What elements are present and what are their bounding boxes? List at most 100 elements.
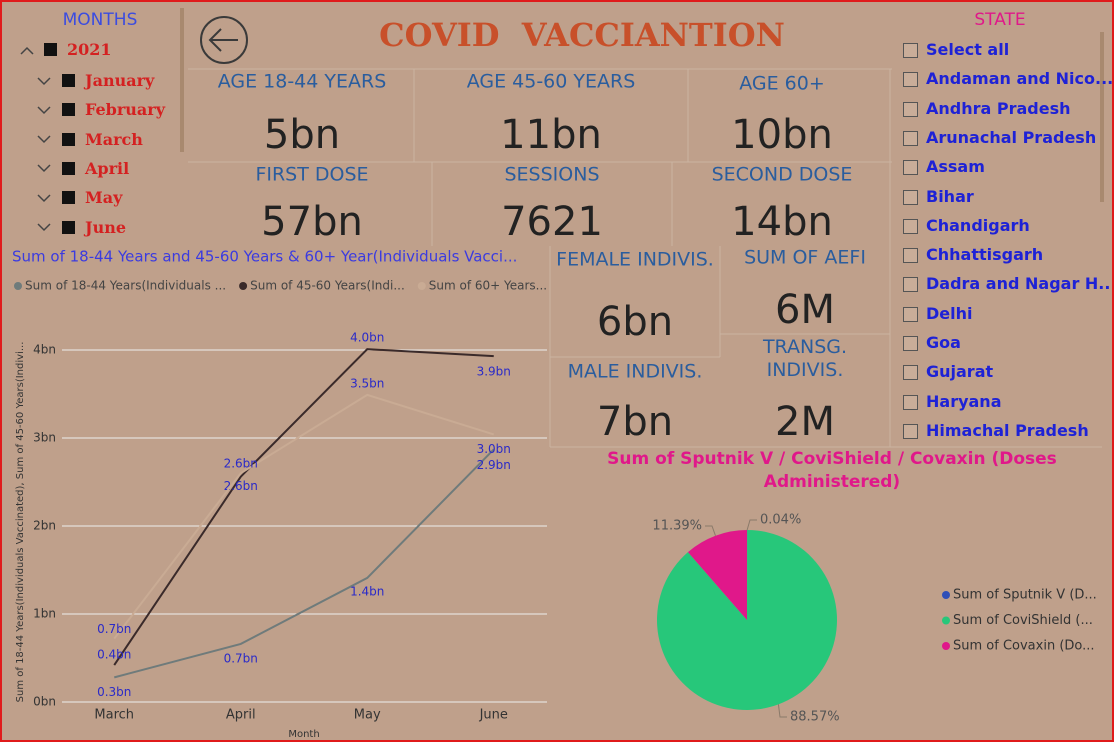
series-line — [113, 348, 494, 666]
month-item[interactable]: March — [85, 129, 143, 149]
card-value: 2M — [775, 399, 835, 445]
x-tick-label: April — [226, 708, 256, 723]
leader-line — [777, 704, 787, 718]
legend-marker — [417, 282, 426, 290]
legend-marker — [942, 616, 950, 625]
state-item[interactable]: Assam — [926, 157, 985, 177]
series-line — [113, 393, 495, 640]
value-label: 2.6bn — [224, 479, 258, 493]
card-value: 10bn — [731, 112, 833, 158]
y-tick-label: 2bn — [33, 519, 56, 533]
value-label: 0.7bn — [224, 651, 258, 665]
checkbox[interactable] — [903, 306, 918, 322]
value-label: 2.6bn — [224, 457, 258, 471]
checkbox[interactable] — [903, 43, 918, 58]
box — [62, 103, 75, 117]
checkbox[interactable] — [903, 394, 918, 410]
card-label: MALE INDIVIS. — [567, 360, 703, 383]
x-tick-label: May — [354, 708, 381, 723]
checkbox[interactable] — [903, 130, 918, 146]
slicer-title: STATE — [974, 10, 1026, 30]
month-item[interactable]: May — [85, 188, 123, 208]
state-item[interactable]: Chandigarh — [926, 215, 1030, 235]
value-label: 0.04% — [760, 513, 801, 528]
value-label: 2.9bn — [477, 458, 511, 472]
value-label: 0.3bn — [97, 685, 131, 699]
card-label: FIRST DOSE — [255, 163, 369, 186]
checkbox[interactable] — [903, 336, 918, 351]
card-value: 11bn — [500, 112, 602, 158]
state-item[interactable]: Haryana — [926, 391, 1002, 411]
x-axis-title: Month — [288, 729, 319, 740]
checkbox[interactable] — [903, 218, 918, 234]
card-label: FEMALE INDIVIS. — [556, 248, 714, 271]
chart-title: Sum of Sputnik V / CoviShield / Covaxin … — [607, 449, 1057, 492]
card-label: AGE 60+ — [739, 72, 825, 95]
pie-slice — [657, 530, 837, 710]
state-item[interactable]: Select all — [926, 40, 1010, 59]
box — [62, 191, 75, 205]
legend-marker — [14, 282, 22, 290]
month-item[interactable]: January — [85, 71, 155, 90]
state-item[interactable]: Chhattisgarh — [926, 245, 1044, 265]
state-item[interactable]: Bihar — [926, 186, 974, 206]
card-label: SUM OF AEFI — [744, 246, 866, 269]
state-item[interactable]: Andhra Pradesh — [926, 98, 1071, 118]
card-value: 57bn — [261, 199, 363, 245]
value-label: 3.9bn — [477, 365, 511, 379]
legend-label: Sum of Covaxin (Do... — [953, 639, 1095, 654]
state-item[interactable]: Arunachal Pradesh — [926, 127, 1097, 147]
checkbox[interactable] — [903, 277, 918, 293]
y-tick-label: 4bn — [33, 343, 56, 357]
state-item[interactable]: Goa — [926, 333, 961, 352]
y-axis-title: Sum of 18-44 Years(Individuals Vaccinate… — [15, 342, 26, 703]
value-label: 4.0bn — [350, 331, 384, 345]
chart-title-box: Sum of Sputnik V / CoviShield / Covaxin … — [607, 449, 1057, 492]
y-tick-label: 3bn — [33, 431, 56, 445]
box — [62, 220, 75, 234]
value-label: 0.7bn — [97, 622, 131, 636]
pie-chart: Sum of Sputnik V / CoviShield / Covaxin … — [607, 449, 1097, 725]
series-line — [113, 448, 495, 679]
card-value: 6bn — [596, 299, 674, 345]
box — [62, 74, 75, 87]
box — [44, 43, 57, 56]
year[interactable]: 2021 — [67, 40, 112, 59]
legend-label: Sum of Sputnik V (D... — [953, 588, 1097, 603]
leader-line — [746, 519, 757, 531]
card-label: SECOND DOSE — [711, 163, 853, 186]
card-value: 7bn — [596, 399, 674, 445]
x-tick-label: March — [94, 708, 134, 723]
card-value: 5bn — [263, 112, 341, 158]
legend-marker — [942, 591, 950, 599]
state-item[interactable]: Delhi — [926, 303, 973, 323]
legend-marker — [239, 282, 248, 290]
checkbox[interactable] — [903, 72, 918, 88]
state-item[interactable]: Gujarat — [926, 362, 994, 382]
checkbox[interactable] — [903, 248, 918, 264]
legend-label: Sum of 18-44 Years(Individuals ... — [25, 279, 226, 293]
card-value: 7621 — [501, 199, 603, 245]
card-label: SESSIONS — [504, 163, 600, 186]
state-item[interactable]: Himachal Pradesh — [926, 420, 1089, 440]
chart-title: Sum of 18-44 Years and 45-60 Years & 60+… — [12, 248, 517, 266]
state-item[interactable]: Andaman and Nico... — [926, 69, 1114, 89]
month-item[interactable]: February — [85, 100, 166, 120]
state-item[interactable]: Dadra and Nagar H... — [926, 274, 1114, 294]
value-label: 1.4bn — [350, 584, 384, 598]
legend-label: Sum of 45-60 Years(Indi... — [250, 279, 405, 293]
slicer-title: MONTHS — [62, 10, 138, 30]
card-label: AGE 45-60 YEARS — [466, 70, 636, 93]
checkbox[interactable] — [903, 189, 918, 205]
month-item[interactable]: April — [85, 158, 130, 178]
month-item[interactable]: June — [85, 217, 127, 237]
checkbox[interactable] — [903, 423, 918, 439]
box — [62, 161, 75, 175]
value-label: 88.57% — [790, 710, 840, 725]
checkbox[interactable] — [903, 160, 918, 176]
checkbox[interactable] — [903, 101, 918, 117]
checkbox[interactable] — [903, 365, 918, 381]
y-tick-label: 1bn — [33, 607, 56, 621]
